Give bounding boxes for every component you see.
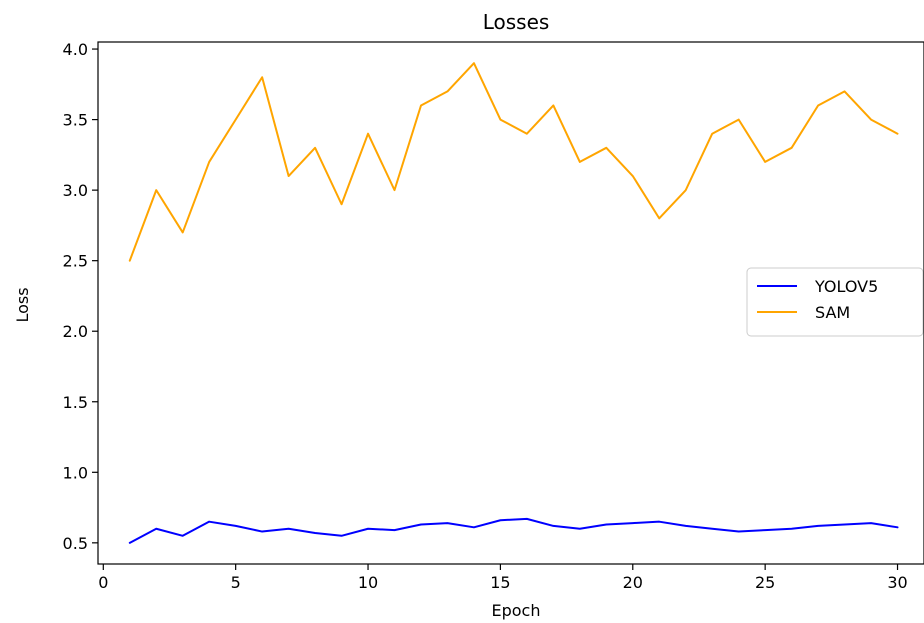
y-tick-label: 3.0 [63, 181, 88, 200]
chart-title: Losses [483, 10, 550, 34]
x-tick-label: 15 [490, 573, 510, 592]
x-tick-label: 10 [358, 573, 378, 592]
plot-frame [97, 41, 924, 565]
legend-label-yolov5: YOLOV5 [814, 277, 878, 296]
legend: YOLOV5 SAM [746, 267, 924, 337]
y-tick-label: 4.0 [63, 40, 88, 59]
y-tick-label: 3.5 [63, 111, 88, 130]
y-tick-label: 0.5 [63, 534, 88, 553]
x-tick-label: 25 [755, 573, 775, 592]
y-tick-label: 1.0 [63, 463, 88, 482]
plot-area [128, 62, 899, 544]
series-line-yolov5 [128, 517, 899, 544]
series-line-sam [128, 62, 899, 262]
x-tick-label: 5 [231, 573, 241, 592]
y-tick-label: 1.5 [63, 393, 88, 412]
y-axis: 0.5 1.0 1.5 2.0 2.5 3.0 3.5 4.0 [63, 40, 98, 553]
y-axis-label: Loss [13, 287, 32, 322]
x-tick-label: 30 [887, 573, 907, 592]
x-axis: 0 5 10 15 20 25 30 [98, 564, 908, 592]
y-tick-label: 2.0 [63, 322, 88, 341]
y-tick-label: 2.5 [63, 252, 88, 271]
x-axis-label: Epoch [492, 601, 541, 620]
legend-label-sam: SAM [815, 303, 850, 322]
x-tick-label: 20 [623, 573, 643, 592]
x-tick-label: 0 [98, 573, 108, 592]
